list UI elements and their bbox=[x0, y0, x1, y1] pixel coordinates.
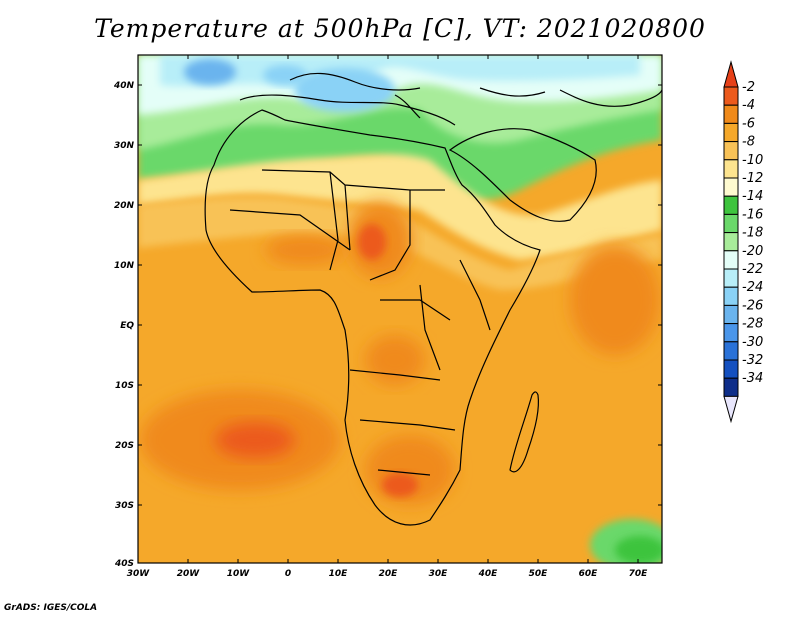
map-frame bbox=[137, 54, 663, 564]
y-tick-label: 10N bbox=[114, 261, 135, 271]
x-tick-label: 40E bbox=[478, 569, 499, 579]
colorbar-swatch bbox=[723, 177, 739, 197]
colorbar-label: -26 bbox=[742, 298, 763, 313]
colorbar-swatch bbox=[723, 213, 739, 234]
colorbar-label: -32 bbox=[742, 353, 763, 368]
colorbar-swatch bbox=[723, 232, 739, 252]
footer-credit: GrADS: IGES/COLA bbox=[4, 603, 98, 613]
colorbar-label: -22 bbox=[742, 262, 763, 277]
colorbar-label: -28 bbox=[742, 317, 763, 332]
colorbar-label: -2 bbox=[742, 80, 755, 95]
y-tick-label: 40S bbox=[114, 559, 134, 569]
x-tick-label: 20E bbox=[379, 569, 399, 579]
colorbar-label: -6 bbox=[742, 116, 755, 131]
colorbar-swatch bbox=[723, 104, 739, 124]
colorbar-top-triangle bbox=[723, 60, 739, 88]
y-tick-label: 10S bbox=[115, 381, 134, 391]
colorbar-swatch bbox=[723, 195, 739, 215]
colorbar-label: -4 bbox=[742, 98, 755, 113]
colorbar-swatch bbox=[723, 377, 739, 397]
x-tick-label: 10W bbox=[227, 569, 251, 579]
temperature-field bbox=[138, 55, 662, 563]
y-tick-label: 20N bbox=[114, 201, 135, 211]
colorbar-swatch bbox=[723, 286, 739, 306]
chart-title: Temperature at 500hPa [C], VT: 202102080… bbox=[94, 14, 706, 43]
colorbar-label: -18 bbox=[742, 226, 763, 241]
colorbar-swatch bbox=[723, 122, 739, 143]
colorbar-swatch bbox=[723, 141, 739, 161]
x-tick-label: 30W bbox=[127, 569, 151, 579]
axis-ticks: 30W 20W 10W 0 10E 20E 30E 40E 50E 60E 70E 40N 30N 20N… bbox=[113, 55, 662, 579]
x-tick-label: 60E bbox=[579, 569, 599, 579]
colorbar-label: -24 bbox=[742, 280, 763, 295]
y-tick-label: 20S bbox=[115, 441, 134, 451]
y-tick-label: EQ bbox=[120, 321, 134, 331]
colorbar-label: -20 bbox=[742, 244, 763, 259]
x-tick-label: 50E bbox=[529, 569, 549, 579]
colorbar-label: -30 bbox=[742, 335, 763, 350]
colorbar-label: -8 bbox=[742, 135, 755, 150]
x-tick-label: 0 bbox=[285, 569, 291, 579]
colorbar-swatch bbox=[723, 341, 739, 361]
colorbar-bottom-triangle bbox=[723, 395, 739, 424]
colorbar-label: -14 bbox=[742, 189, 763, 204]
colorbar-swatch bbox=[723, 304, 739, 325]
x-tick-label: 10E bbox=[329, 569, 349, 579]
colorbar-label: -10 bbox=[742, 153, 763, 168]
y-tick-label: 40N bbox=[113, 81, 135, 91]
colorbar-swatch bbox=[723, 250, 739, 270]
colorbar-label: -12 bbox=[742, 171, 763, 186]
coastlines bbox=[204, 72, 662, 526]
colorbar-swatch bbox=[723, 359, 739, 379]
y-tick-label: 30S bbox=[115, 501, 134, 511]
colorbar-swatch bbox=[723, 323, 739, 343]
x-tick-label: 30E bbox=[429, 569, 449, 579]
colorbar-swatch bbox=[723, 159, 739, 179]
x-tick-label: 70E bbox=[629, 569, 649, 579]
colorbar-swatch bbox=[723, 268, 739, 288]
colorbar-label: -16 bbox=[742, 207, 763, 222]
x-tick-label: 20W bbox=[177, 569, 201, 579]
colorbar-label: -34 bbox=[742, 371, 763, 386]
colorbar: -2 -4 -6 -8 -10 -12 -14 -16 -18 -20 -22 -24 -26 -28 -3… bbox=[723, 60, 763, 424]
colorbar-swatch bbox=[723, 86, 739, 106]
y-tick-label: 30N bbox=[114, 141, 135, 151]
